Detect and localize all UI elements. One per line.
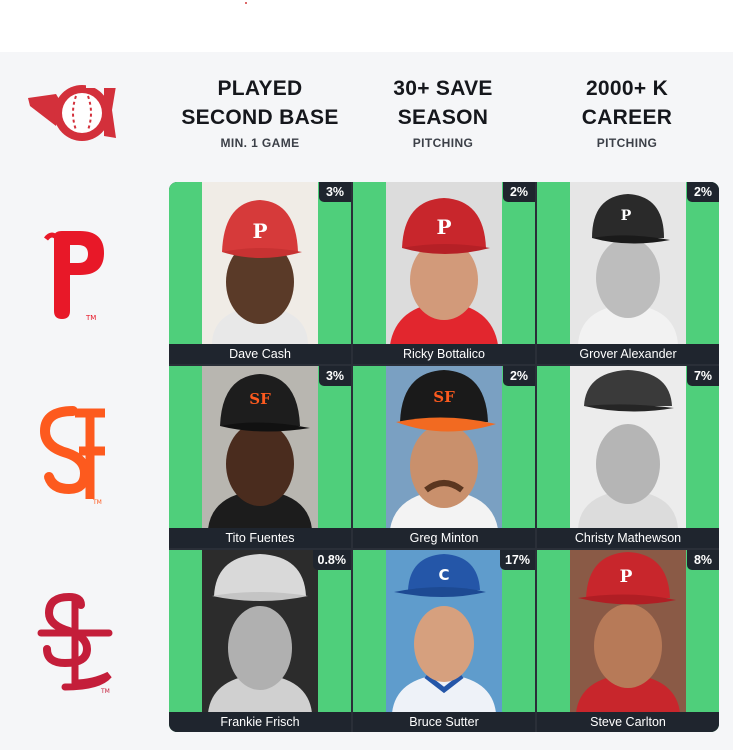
column-title-line2: SECOND BASE: [181, 106, 339, 129]
grid-cell[interactable]: P 3% Dave Cash: [169, 182, 351, 364]
column-header-2: 30+ SAVE SEASON PITCHING: [351, 74, 535, 151]
svg-text:C: C: [438, 566, 449, 584]
column-title-line1: 30+ SAVE: [393, 77, 493, 100]
grid-cell[interactable]: P 2% Grover Alexander: [537, 182, 719, 364]
player-name: Frankie Frisch: [169, 712, 351, 732]
rarity-badge: 17%: [499, 550, 535, 570]
column-subtitle: MIN. 1 GAME: [220, 136, 300, 150]
rarity-badge: 7%: [687, 366, 719, 386]
svg-text:SF: SF: [249, 390, 271, 408]
top-dot: [245, 2, 247, 4]
grid-cell[interactable]: P 8% Steve Carlton: [537, 550, 719, 732]
player-name: Christy Mathewson: [537, 528, 719, 548]
player-photo: SF: [386, 366, 502, 529]
player-photo: P: [570, 182, 686, 345]
rarity-badge: 2%: [503, 182, 535, 202]
grid-cell[interactable]: SF 2% Greg Minton: [353, 366, 535, 548]
svg-text:P: P: [252, 219, 267, 243]
player-photo: C: [386, 550, 502, 713]
svg-text:SF: SF: [433, 388, 455, 406]
player-photo: [202, 550, 318, 713]
player-photo: [570, 366, 686, 529]
player-name: Steve Carlton: [537, 712, 719, 732]
svg-text:P: P: [621, 208, 632, 224]
grid-cell[interactable]: 0.8% Frankie Frisch: [169, 550, 351, 732]
rarity-badge: 0.8%: [312, 550, 351, 570]
rarity-badge: 2%: [687, 182, 719, 202]
rarity-badge: 3%: [319, 366, 351, 386]
player-photo: P: [202, 182, 318, 345]
player-name: Grover Alexander: [537, 344, 719, 364]
player-name: Bruce Sutter: [353, 712, 535, 732]
player-name: Dave Cash: [169, 344, 351, 364]
brand-logo-icon[interactable]: [26, 80, 118, 146]
svg-text:TM: TM: [85, 314, 96, 322]
grid-cell[interactable]: SF 3% Tito Fuentes: [169, 366, 351, 548]
svg-text:P: P: [620, 567, 633, 587]
rarity-badge: 3%: [319, 182, 351, 202]
rarity-badge: 8%: [687, 550, 719, 570]
column-title-line2: SEASON: [397, 106, 489, 129]
rarity-badge: 2%: [503, 366, 535, 386]
player-name: Ricky Bottalico: [353, 344, 535, 364]
answer-grid: P 3% Dave Cash P 2% Ricky Bottalico: [169, 182, 719, 732]
column-header-1: PLAYED SECOND BASE MIN. 1 GAME: [168, 74, 352, 151]
svg-text:TM: TM: [92, 499, 102, 506]
column-subtitle: PITCHING: [412, 136, 474, 150]
giants-sf-logo-icon: TM: [30, 400, 120, 510]
column-subtitle: PITCHING: [596, 136, 658, 150]
column-title-line2: CAREER: [581, 106, 673, 129]
player-photo: P: [570, 550, 686, 713]
column-title-line1: 2000+ K: [585, 77, 669, 100]
grid-cell[interactable]: 7% Christy Mathewson: [537, 366, 719, 548]
svg-text:P: P: [436, 215, 451, 239]
top-band: [0, 0, 733, 52]
grid-cell[interactable]: P 2% Ricky Bottalico: [353, 182, 535, 364]
column-title-line1: PLAYED: [217, 77, 303, 100]
player-photo: SF: [202, 366, 318, 529]
player-photo: P: [386, 182, 502, 345]
player-name: Tito Fuentes: [169, 528, 351, 548]
phillies-p-logo-icon: TM: [30, 220, 120, 330]
svg-text:TM: TM: [100, 688, 110, 695]
grid-cell[interactable]: C 17% Bruce Sutter: [353, 550, 535, 732]
column-header-3: 2000+ K CAREER PITCHING: [535, 74, 719, 151]
player-name: Greg Minton: [353, 528, 535, 548]
cardinals-stl-logo-icon: TM: [30, 588, 120, 698]
